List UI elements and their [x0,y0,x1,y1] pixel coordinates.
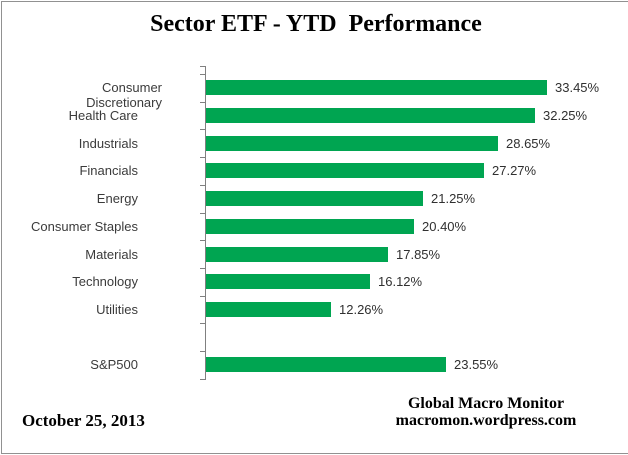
value-label: 27.27% [492,163,537,178]
attribution-url: macromon.wordpress.com [395,412,577,429]
category-label: S&P500 [90,357,138,372]
axis-tick [200,379,206,380]
category-label: Utilities [96,302,138,317]
category-label: Financials [79,163,138,178]
axis-end-tick [200,66,206,67]
value-label: 16.12% [378,274,423,289]
attribution-block: Global Macro Monitor macromon.wordpress.… [386,395,586,429]
axis-tick [200,157,206,158]
value-label: 20.40% [422,219,467,234]
axis-tick [200,102,206,103]
bar-utilities [206,302,331,317]
bar-materials [206,247,388,262]
axis-tick [200,296,206,297]
category-label: Consumer Staples [31,219,138,234]
category-label: Energy [96,191,138,206]
category-label: Materials [85,247,138,262]
bar-energy [206,191,423,206]
value-label: 12.26% [339,302,384,317]
value-label: 23.55% [454,357,499,372]
axis-tick [200,268,206,269]
attribution-source: Global Macro Monitor [407,395,565,412]
bar-health-care [206,108,535,123]
value-label: 33.45% [555,80,600,95]
value-label: 21.25% [431,191,476,206]
category-label: Technology [72,274,138,289]
bar-s-p500 [206,357,446,372]
value-label: 32.25% [543,108,588,123]
bar-industrials [206,136,498,151]
category-label: Industrials [78,136,138,151]
axis-tick [200,213,206,214]
category-label: Health Care [68,108,138,123]
axis-tick [200,74,206,75]
value-label: 17.85% [396,247,441,262]
bar-financials [206,163,484,178]
bar-technology [206,274,370,289]
bar-consumer-discretionary [206,80,547,95]
category-axis-line [205,66,206,379]
value-label: 28.65% [506,136,551,151]
axis-tick [200,129,206,130]
axis-tick [200,185,206,186]
category-label: Consumer Discretionary [86,80,162,110]
axis-tick [200,323,206,324]
axis-tick [200,351,206,352]
chart-title: Sector ETF - YTD Performance [150,11,482,37]
bar-consumer-staples [206,219,414,234]
date-label: October 25, 2013 [22,411,145,430]
axis-tick [200,240,206,241]
